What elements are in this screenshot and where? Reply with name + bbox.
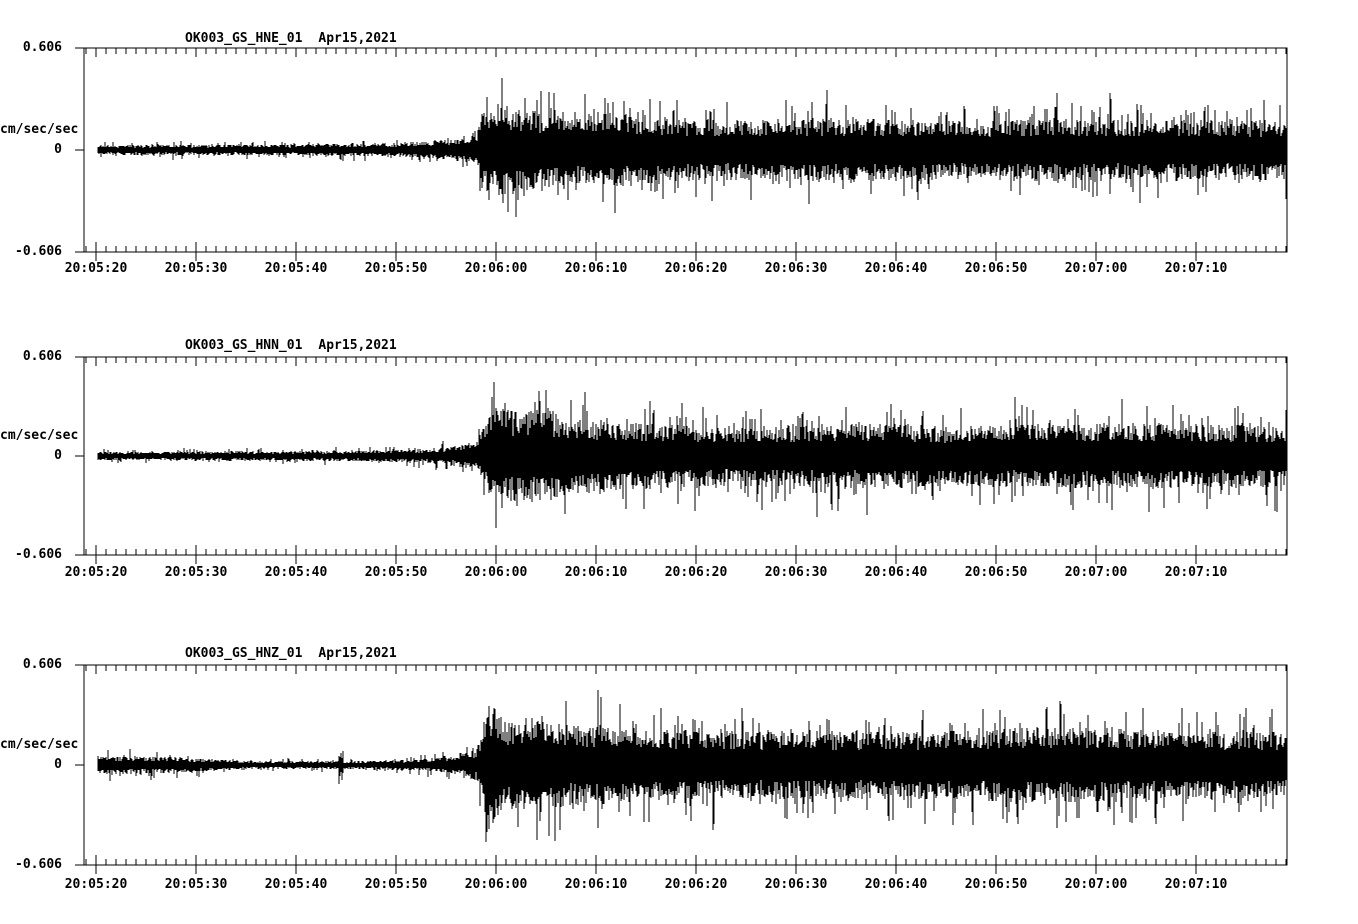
y-axis-zero-label: 0 <box>54 142 62 157</box>
x-tick-label: 20:06:30 <box>764 565 828 580</box>
x-tick-label: 20:06:50 <box>964 261 1028 276</box>
panel-title: OK003_GS_HNN_01 Apr15,2021 <box>185 339 397 352</box>
x-tick-label: 20:06:40 <box>864 261 928 276</box>
record-date: Apr15,2021 <box>318 31 397 46</box>
x-tick-label: 20:06:50 <box>964 877 1028 892</box>
y-axis-max-label: 0.606 <box>22 349 62 364</box>
x-tick-label: 20:06:50 <box>964 565 1028 580</box>
x-tick-label: 20:05:50 <box>364 261 428 276</box>
x-tick-label: 20:07:10 <box>1164 877 1228 892</box>
x-tick-label: 20:07:10 <box>1164 261 1228 276</box>
panel-title: OK003_GS_HNZ_01 Apr15,2021 <box>185 647 397 660</box>
x-tick-label: 20:06:40 <box>864 565 928 580</box>
waveform-trace <box>97 690 1287 842</box>
x-tick-label: 20:05:40 <box>264 261 328 276</box>
x-tick-label: 20:05:30 <box>164 877 228 892</box>
y-axis-min-label: -0.606 <box>15 857 62 872</box>
y-axis-unit-label: cm/sec/sec <box>0 737 79 752</box>
station-code: OK003_GS_HNZ_01 <box>185 646 303 661</box>
x-tick-label: 20:06:40 <box>864 877 928 892</box>
x-tick-label: 20:05:50 <box>364 877 428 892</box>
x-tick-label: 20:06:10 <box>564 565 628 580</box>
y-axis-max-label: 0.606 <box>22 40 62 55</box>
x-tick-label: 20:05:30 <box>164 565 228 580</box>
x-tick-label: 20:05:20 <box>64 877 128 892</box>
y-axis-zero-label: 0 <box>54 448 62 463</box>
x-tick-label: 20:06:00 <box>464 261 528 276</box>
x-tick-label: 20:07:10 <box>1164 565 1228 580</box>
x-tick-label: 20:06:00 <box>464 877 528 892</box>
y-axis-min-label: -0.606 <box>15 244 62 259</box>
y-axis-unit-label: cm/sec/sec <box>0 428 79 443</box>
plot-frame-and-ticks <box>75 664 1288 874</box>
x-tick-label: 20:06:30 <box>764 261 828 276</box>
y-axis-max-label: 0.606 <box>22 657 62 672</box>
x-tick-label: 20:05:50 <box>364 565 428 580</box>
x-tick-label: 20:06:10 <box>564 877 628 892</box>
x-tick-label: 20:07:00 <box>1064 261 1128 276</box>
record-date: Apr15,2021 <box>318 646 397 661</box>
x-tick-label: 20:05:20 <box>64 261 128 276</box>
x-tick-label: 20:07:00 <box>1064 565 1128 580</box>
x-tick-label: 20:05:40 <box>264 565 328 580</box>
station-code: OK003_GS_HNN_01 <box>185 338 303 353</box>
x-tick-label: 20:06:20 <box>664 877 728 892</box>
panel-title: OK003_GS_HNE_01 Apr15,2021 <box>185 32 397 45</box>
x-tick-label: 20:06:20 <box>664 261 728 276</box>
record-date: Apr15,2021 <box>318 338 397 353</box>
x-tick-label: 20:05:30 <box>164 261 228 276</box>
x-tick-label: 20:06:10 <box>564 261 628 276</box>
x-tick-label: 20:06:00 <box>464 565 528 580</box>
y-axis-zero-label: 0 <box>54 757 62 772</box>
y-axis-unit-label: cm/sec/sec <box>0 122 79 137</box>
x-tick-label: 20:06:20 <box>664 565 728 580</box>
x-tick-label: 20:05:20 <box>64 565 128 580</box>
y-axis-min-label: -0.606 <box>15 547 62 562</box>
station-code: OK003_GS_HNE_01 <box>185 31 303 46</box>
x-tick-label: 20:07:00 <box>1064 877 1128 892</box>
x-tick-label: 20:06:30 <box>764 877 828 892</box>
x-tick-label: 20:05:40 <box>264 877 328 892</box>
